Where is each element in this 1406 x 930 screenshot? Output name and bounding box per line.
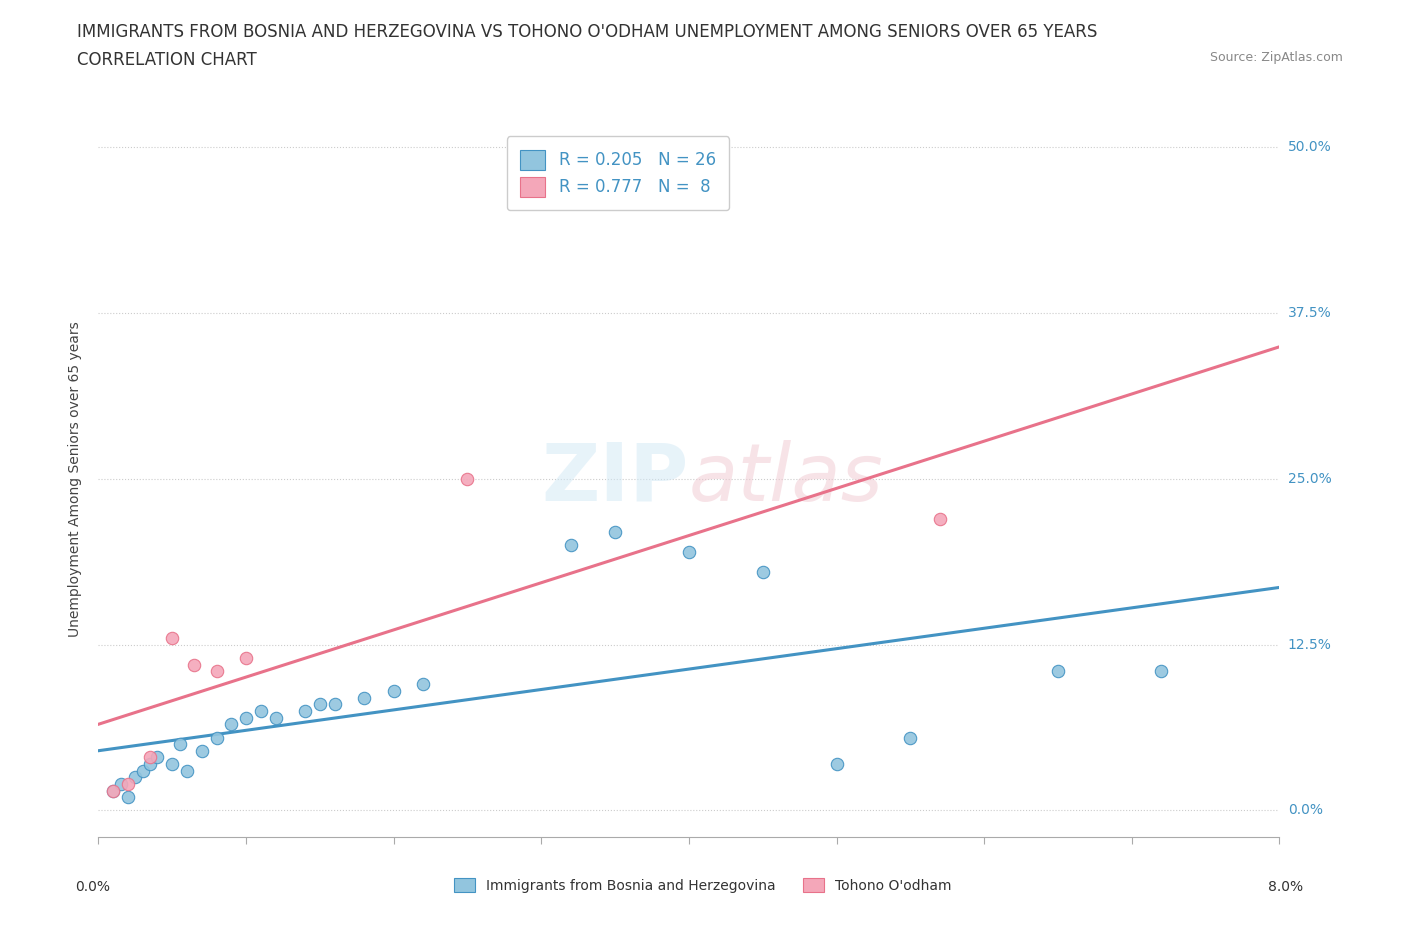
Point [294,704,316,719]
Point [457,472,479,486]
Point [132,764,155,778]
Point [235,711,257,725]
Point [146,750,169,764]
Text: ZIP: ZIP [541,440,689,518]
Text: 0.0%: 0.0% [75,880,110,894]
Text: 37.5%: 37.5% [1288,306,1331,320]
Point [103,783,125,798]
Point [560,538,582,552]
Point [929,512,952,526]
Text: atlas: atlas [689,440,884,518]
Point [309,697,332,711]
Point [382,684,405,698]
Legend: R = 0.205   N = 26, R = 0.777   N =  8: R = 0.205 N = 26, R = 0.777 N = 8 [508,137,730,210]
Point [825,757,848,772]
Point [139,750,162,764]
Point [183,658,205,672]
Text: Source: ZipAtlas.com: Source: ZipAtlas.com [1209,51,1343,64]
Point [103,783,125,798]
Point [1046,664,1070,679]
Text: IMMIGRANTS FROM BOSNIA AND HERZEGOVINA VS TOHONO O'ODHAM UNEMPLOYMENT AMONG SENI: IMMIGRANTS FROM BOSNIA AND HERZEGOVINA V… [77,23,1098,41]
Point [250,704,273,719]
Point [900,730,922,745]
Text: 8.0%: 8.0% [1268,880,1303,894]
Point [162,757,183,772]
Point [264,711,287,725]
Point [412,677,434,692]
Point [124,770,146,785]
Point [162,631,183,645]
Point [235,651,257,666]
Point [353,690,375,705]
Point [205,664,228,679]
Point [323,697,346,711]
Point [117,790,139,804]
Point [176,764,198,778]
Point [221,717,243,732]
Point [752,565,775,579]
Point [117,777,139,791]
Point [169,737,191,751]
Point [110,777,132,791]
Legend: Immigrants from Bosnia and Herzegovina, Tohono O'odham: Immigrants from Bosnia and Herzegovina, … [447,871,959,900]
Text: 25.0%: 25.0% [1288,472,1331,486]
Text: 12.5%: 12.5% [1288,638,1331,652]
Point [205,730,228,745]
Point [191,743,214,758]
Y-axis label: Unemployment Among Seniors over 65 years: Unemployment Among Seniors over 65 years [69,321,83,637]
Point [139,757,162,772]
Text: CORRELATION CHART: CORRELATION CHART [77,51,257,69]
Text: 50.0%: 50.0% [1288,140,1331,154]
Point [678,544,700,559]
Point [1150,664,1173,679]
Text: 0.0%: 0.0% [1288,804,1323,817]
Point [605,525,627,539]
